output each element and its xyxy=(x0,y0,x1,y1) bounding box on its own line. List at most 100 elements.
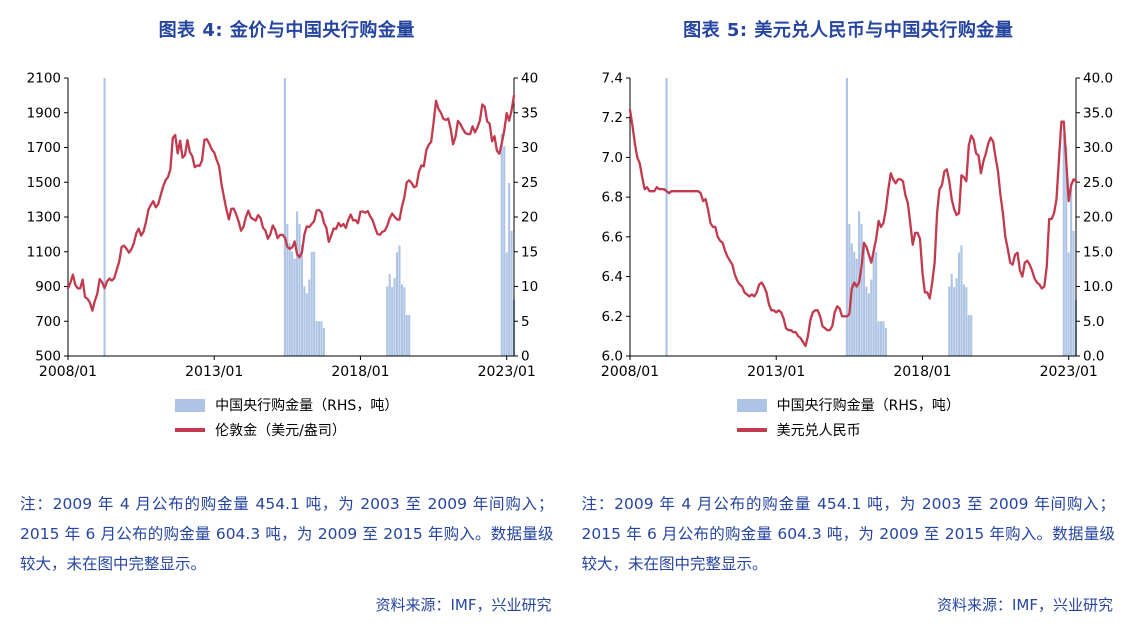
svg-text:35: 35 xyxy=(521,105,538,121)
svg-text:25: 25 xyxy=(521,175,538,191)
axes-layer: 6.0 6.2 6.4 6.6 6.8 7.0 7.2 7.4 0.0 5.0 10.0 15.0 20… xyxy=(600,71,1112,381)
purchase-bar xyxy=(308,279,311,356)
purchase-bar xyxy=(103,78,106,356)
legend-item-gold-price: 伦敦金（美元/盎司） xyxy=(175,420,398,440)
purchase-bar xyxy=(403,287,406,356)
purchase-bar xyxy=(388,273,391,356)
svg-text:30: 30 xyxy=(521,140,538,156)
gold-chart-area: 500 700 900 1100 1300 1500 1700 1900 2100 0 5 10 15 2… xyxy=(20,68,560,388)
purchase-bar xyxy=(869,279,872,356)
svg-text:1100: 1100 xyxy=(27,244,61,260)
purchase-bar xyxy=(952,287,955,356)
usdcny-chart-area: 6.0 6.2 6.4 6.6 6.8 7.0 7.2 7.4 0.0 5.0 10.0 15.0 20… xyxy=(582,68,1122,388)
purchase-bar xyxy=(293,258,296,356)
purchase-bar xyxy=(310,251,313,356)
svg-text:2013/01: 2013/01 xyxy=(185,364,243,380)
purchase-bar xyxy=(967,315,970,356)
line-series-swatch xyxy=(175,428,206,432)
legend-label-usdcny-rate: 美元兑人民币 xyxy=(776,423,861,439)
legend-item-purchases: 中国央行购金量（RHS，吨） xyxy=(175,395,398,415)
svg-text:700: 700 xyxy=(35,314,61,330)
legend-label-gold-price: 伦敦金（美元/盎司） xyxy=(215,423,346,439)
purchase-bar xyxy=(957,252,960,356)
purchase-bar xyxy=(508,182,511,356)
panel-gold-chart: 图表 4: 金价与中国央行购金量 500 700 900 1100 1300 1500 17… xyxy=(6,8,568,631)
svg-text:2100: 2100 xyxy=(27,71,61,87)
purchase-bar xyxy=(1072,230,1075,356)
svg-text:2008/01: 2008/01 xyxy=(39,364,97,380)
purchase-bar xyxy=(947,286,950,356)
purchase-bar xyxy=(286,223,289,356)
svg-text:40: 40 xyxy=(521,71,538,87)
svg-text:6.4: 6.4 xyxy=(601,269,622,285)
purchase-bar xyxy=(969,315,972,356)
purchase-bar xyxy=(872,251,875,356)
svg-text:2013/01: 2013/01 xyxy=(747,364,805,380)
svg-text:5: 5 xyxy=(521,314,530,330)
svg-text:2023/01: 2023/01 xyxy=(478,364,536,380)
svg-text:40.0: 40.0 xyxy=(1083,71,1113,87)
purchase-bar xyxy=(288,243,291,356)
svg-text:7.4: 7.4 xyxy=(601,71,622,87)
purchase-bar xyxy=(862,244,865,356)
purchase-bar xyxy=(322,328,325,356)
purchase-bar xyxy=(859,223,863,356)
gold-vs-pboc-purchases-chart: 500 700 900 1100 1300 1500 1700 1900 2100 0 5 10 15 2… xyxy=(27,71,539,381)
purchase-bar xyxy=(665,78,668,356)
footnote-gold: 注：2009 年 4 月公布的购金量 454.1 吨，为 2003 至 2009… xyxy=(20,495,554,574)
svg-text:30.0: 30.0 xyxy=(1083,140,1113,156)
purchase-bar xyxy=(964,287,967,356)
svg-text:10: 10 xyxy=(521,279,538,295)
svg-text:35.0: 35.0 xyxy=(1083,105,1113,121)
purchase-bar xyxy=(881,321,885,356)
svg-text:6.2: 6.2 xyxy=(601,309,622,325)
svg-text:15: 15 xyxy=(521,244,538,260)
purchase-bar xyxy=(864,286,867,356)
purchase-bar xyxy=(867,293,870,356)
chart-title-usdcny: 图表 5: 美元兑人民币与中国央行购金量 xyxy=(683,20,1014,41)
purchase-bar xyxy=(408,315,411,356)
purchase-bar xyxy=(845,78,848,356)
purchase-bar xyxy=(405,315,408,356)
svg-text:500: 500 xyxy=(35,349,61,365)
svg-text:7.2: 7.2 xyxy=(601,110,622,126)
purchase-bar xyxy=(305,293,308,356)
line-layer xyxy=(66,94,516,312)
svg-text:5.0: 5.0 xyxy=(1083,314,1104,330)
purchase-bar xyxy=(852,251,855,356)
purchase-bar xyxy=(884,328,887,356)
purchase-bar xyxy=(879,321,882,356)
svg-text:20.0: 20.0 xyxy=(1083,210,1113,226)
svg-text:1700: 1700 xyxy=(27,140,61,156)
purchase-bar xyxy=(955,278,958,356)
source-line-gold: 资料来源：IMF，兴业研究 xyxy=(375,595,552,614)
bars-layer xyxy=(103,78,516,356)
purchase-bar xyxy=(313,251,316,356)
purchase-bar xyxy=(303,286,306,356)
svg-text:20: 20 xyxy=(521,210,538,226)
purchase-bar xyxy=(283,78,286,356)
bar-series-swatch xyxy=(175,398,206,412)
svg-text:2018/01: 2018/01 xyxy=(331,364,389,380)
panel-usdcny-chart: 图表 5: 美元兑人民币与中国央行购金量 6.0 6.2 6.4 6.6 6.8 7.0 7… xyxy=(568,8,1130,631)
purchase-bar xyxy=(393,278,396,356)
line-series-swatch xyxy=(736,428,767,432)
legend-usdcny: 中国央行购金量（RHS，吨） 美元兑人民币 xyxy=(736,390,960,445)
purchase-bar xyxy=(874,251,877,356)
purchase-bar xyxy=(391,287,394,356)
source-line-usdcny: 资料来源：IMF，兴业研究 xyxy=(937,595,1113,614)
legend-gold: 中国央行购金量（RHS，吨） 伦敦金（美元/盎司） xyxy=(175,390,398,445)
legend-item-usdcny-rate: 美元兑人民币 xyxy=(736,420,960,440)
usdcny-vs-pboc-purchases-chart: 6.0 6.2 6.4 6.6 6.8 7.0 7.2 7.4 0.0 5.0 10.0 15.0 20… xyxy=(600,71,1112,381)
purchase-bar xyxy=(847,223,850,356)
svg-text:2023/01: 2023/01 xyxy=(1039,364,1097,380)
purchase-bar xyxy=(962,284,965,356)
purchase-bar xyxy=(959,245,962,356)
footnote-usdcny: 注：2009 年 4 月公布的购金量 454.1 吨，为 2003 至 2009… xyxy=(581,495,1116,574)
purchase-bar xyxy=(291,251,294,356)
svg-text:10.0: 10.0 xyxy=(1083,279,1113,295)
purchase-bar xyxy=(950,273,953,356)
purchase-bar xyxy=(317,321,321,356)
purchase-bar xyxy=(500,133,503,356)
legend-label-purchases: 中国央行购金量（RHS，吨） xyxy=(776,398,960,414)
